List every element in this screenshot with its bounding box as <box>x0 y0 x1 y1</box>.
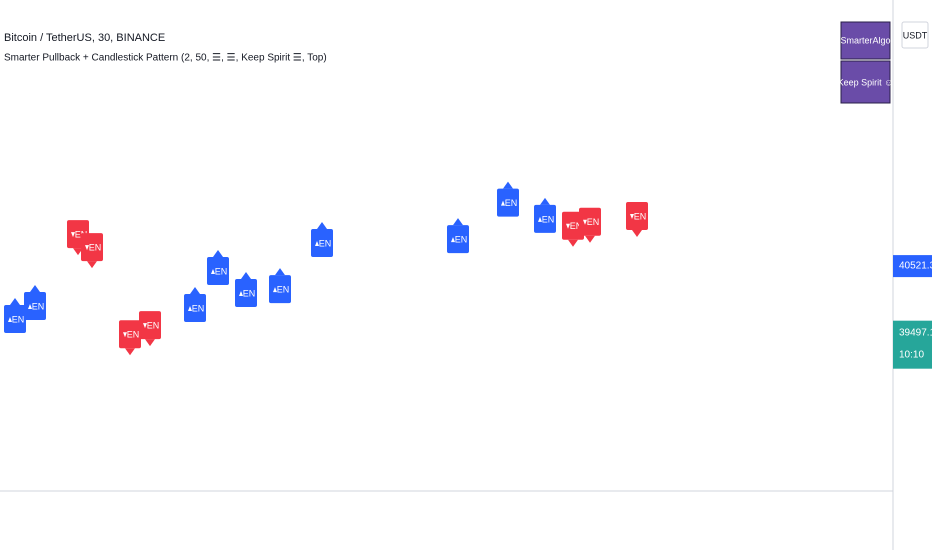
signal-label: EN <box>32 301 45 311</box>
signal-box <box>139 311 161 340</box>
signal-box <box>562 211 584 240</box>
signal-box <box>235 279 257 308</box>
signal-label: EN <box>127 330 140 340</box>
signal-box <box>269 275 291 304</box>
signal-box <box>534 204 556 233</box>
signal-icon <box>8 317 12 323</box>
ema-price-box <box>893 255 932 278</box>
signal-arrow <box>73 248 83 256</box>
signal-arrow <box>213 249 223 257</box>
signal: EN <box>184 286 206 322</box>
signal-icon <box>239 291 243 297</box>
signal-box <box>4 305 26 334</box>
signal-label: EN <box>89 243 102 253</box>
signal-arrow <box>503 181 513 189</box>
signal-label: EN <box>542 214 555 224</box>
signal-icon <box>451 237 455 243</box>
signal-label: EN <box>243 288 256 298</box>
signal: EN <box>562 211 584 247</box>
signal-arrow <box>568 239 578 247</box>
signal-box <box>579 207 601 236</box>
signal: EN <box>269 268 291 304</box>
signal: EN <box>24 285 46 321</box>
signal-icon <box>85 245 89 251</box>
signal: EN <box>447 218 469 254</box>
signal: EN <box>626 201 648 237</box>
chart-title: Bitcoin / TetherUS, 30, BINANCE <box>4 32 165 44</box>
signal-label: EN <box>215 266 228 276</box>
signal-label: EN <box>319 238 332 248</box>
signal-icon <box>538 216 542 222</box>
signal-arrow <box>585 235 595 243</box>
signal: EN <box>235 272 257 308</box>
signal-arrow <box>87 261 97 269</box>
last-price-label: 39497.10 <box>899 327 932 338</box>
ema-price-label: 40521.37 <box>899 261 932 272</box>
signal: EN <box>311 221 333 257</box>
signal-icon <box>211 268 215 274</box>
signal-box <box>626 201 648 230</box>
signal-icon <box>123 332 127 338</box>
button[interactable] <box>840 60 891 104</box>
signal-arrow <box>241 272 251 280</box>
signal-arrow <box>30 285 40 293</box>
signal-box <box>311 228 333 257</box>
signal-label: EN <box>587 217 600 227</box>
signal-arrow <box>125 348 135 356</box>
signal: EN <box>4 298 26 334</box>
signal-box <box>447 225 469 254</box>
signal-label: EN <box>12 314 25 324</box>
button[interactable] <box>840 21 891 60</box>
signal-arrow <box>540 197 550 205</box>
signal-arrow <box>632 229 642 237</box>
signal-label: EN <box>570 221 583 231</box>
signal-icon <box>143 323 147 329</box>
signal-box <box>24 292 46 321</box>
signal-icon <box>28 304 32 310</box>
signal-icon <box>501 200 505 206</box>
signal-label: EN <box>192 303 205 313</box>
signal-label: EN <box>505 198 518 208</box>
signal-box <box>81 233 103 262</box>
signal-arrow <box>453 218 463 226</box>
signal-box <box>497 188 519 217</box>
signal-label: EN <box>634 211 647 221</box>
signal: EN <box>497 181 519 217</box>
signal-arrow <box>10 298 20 306</box>
signal-icon <box>566 223 570 229</box>
signal: EN <box>119 320 141 356</box>
signal-icon <box>71 232 75 238</box>
signal: EN <box>579 207 601 243</box>
signal-icon <box>583 219 587 225</box>
signal-icon <box>188 305 192 311</box>
signal-box <box>207 256 229 285</box>
signal: EN <box>534 197 556 233</box>
currency-box[interactable] <box>901 21 929 49</box>
last-price-box <box>893 320 932 369</box>
signal-arrow <box>190 286 200 294</box>
signal-label: EN <box>455 234 468 244</box>
signal: EN <box>139 311 161 347</box>
countdown-label: 10:10 <box>899 349 924 360</box>
signal-box <box>119 320 141 349</box>
button-label[interactable]: SmarterAlgo <box>840 35 890 45</box>
signal-box <box>184 293 206 322</box>
signal-arrow <box>317 221 327 229</box>
button-label[interactable]: Keep Spirit ☺ <box>838 77 894 87</box>
signal-arrow <box>275 268 285 276</box>
signal-icon <box>315 240 319 246</box>
signal-label: EN <box>277 285 290 295</box>
signal: EN <box>207 249 229 285</box>
signal: EN <box>81 233 103 269</box>
signal-arrow <box>145 339 155 347</box>
indicator-label: Smarter Pullback + Candlestick Pattern (… <box>4 53 327 64</box>
signal-icon <box>630 213 634 219</box>
signal-icon <box>273 287 277 293</box>
currency-label[interactable]: USDT <box>903 30 928 40</box>
signal-label: EN <box>75 230 88 240</box>
signal-label: EN <box>147 321 160 331</box>
